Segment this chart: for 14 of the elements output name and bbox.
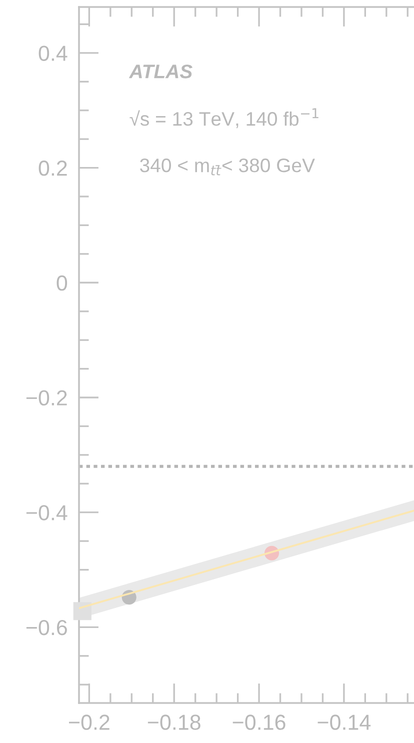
annotation: ATLAS bbox=[128, 64, 192, 78]
x-tick-label: −0.16 bbox=[232, 714, 286, 730]
annotation: 340 < m$_{tt̄}$< 380 GeV bbox=[140, 158, 315, 176]
y-tick-label: 0.2 bbox=[38, 160, 67, 176]
x-tick-label: −0.18 bbox=[148, 714, 200, 730]
y-tick-label: 0.4 bbox=[38, 46, 68, 61]
x-tick-label: −0.14 bbox=[318, 714, 371, 730]
y-tick-label: −0.4 bbox=[26, 505, 68, 520]
annotation: √s = 13 TeV, 140 fb$^{−1}$ bbox=[130, 108, 318, 128]
y-tick-label: 0 bbox=[56, 275, 68, 291]
point bbox=[73, 602, 92, 620]
y-tick-label: −0.6 bbox=[26, 620, 67, 636]
y-tick-label: −0.2 bbox=[26, 390, 67, 406]
x-tick-label: −0.2 bbox=[69, 714, 110, 730]
